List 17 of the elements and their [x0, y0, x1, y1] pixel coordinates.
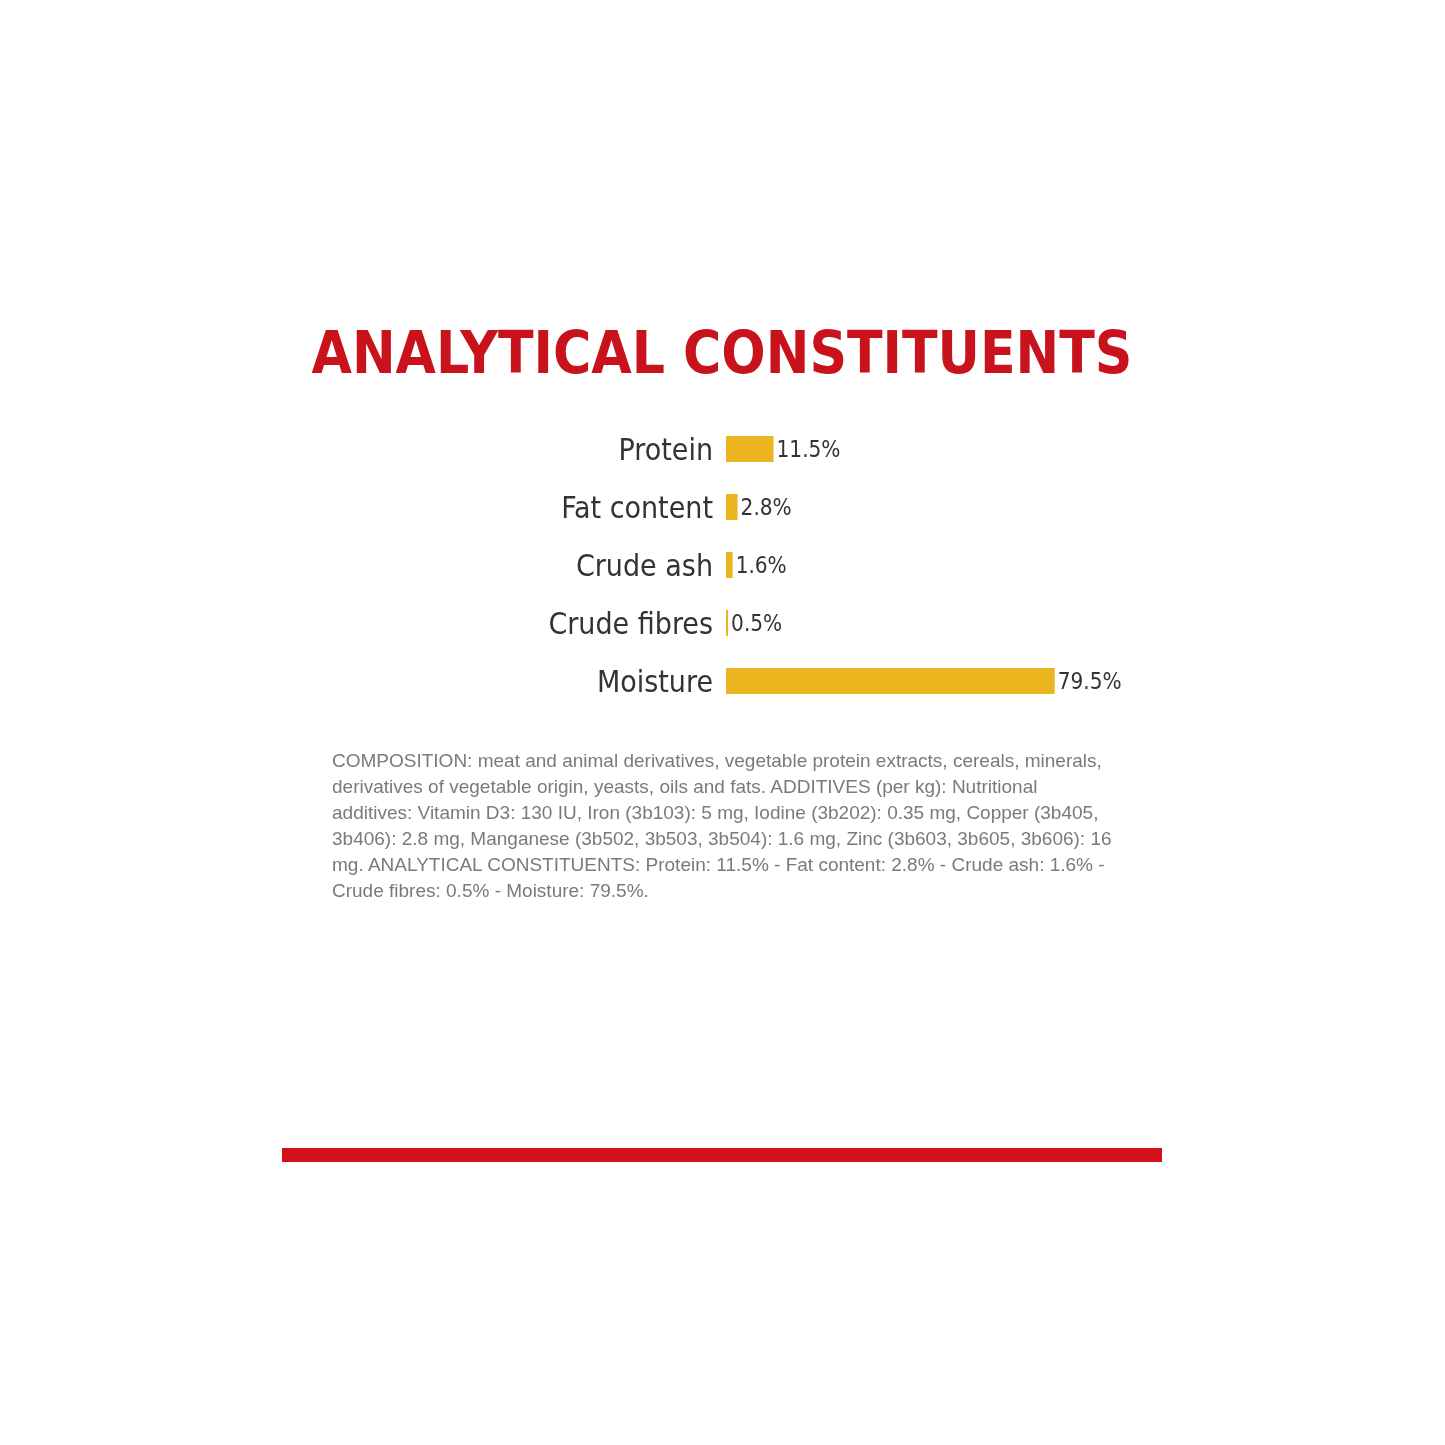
y-tick-label: Protein [618, 431, 713, 467]
bar [726, 609, 729, 637]
data-label: 0.5% [731, 609, 783, 636]
y-tick-label: Crude ash [575, 547, 713, 583]
data-label: 11.5% [776, 435, 841, 462]
bar [726, 493, 738, 521]
y-tick-label: Crude fibres [548, 605, 713, 641]
data-label: 2.8% [740, 493, 792, 520]
data-label: 79.5% [1057, 667, 1122, 694]
y-tick-label: Fat content [561, 489, 713, 525]
bar [726, 551, 733, 579]
bar [726, 667, 1055, 695]
data-label: 1.6% [735, 551, 787, 578]
bar [726, 435, 774, 463]
chart-title: ANALYTICAL CONSTITUENTS [311, 318, 1133, 387]
y-tick-label: Moisture [596, 663, 713, 699]
text: COMPOSITION: meat and animal derivatives, vegetable protein extracts, cereals, minerals, derivatives of vegetable origin, yeasts, oils and fats. ADDITIVES (per kg): Nutritional additives: Vitamin D3: 130 IU, Iron (3b103): 5 mg, Iodine (3b202): 0.35 mg, Copper (3b405, 3b406): 2.8 mg, Manganese (3b502, 3b503, 3b504): 1.6 mg, Zinc (3b603, 3b605, 3b606): 16 mg. ANALYTICAL CONSTITUENTS: Protein: 11.5% - Fat content: 2.8% - Crude ash: 1.6% - Crude fibres: 0.5% - Moisture: 79.5%. [332, 749, 1113, 903]
